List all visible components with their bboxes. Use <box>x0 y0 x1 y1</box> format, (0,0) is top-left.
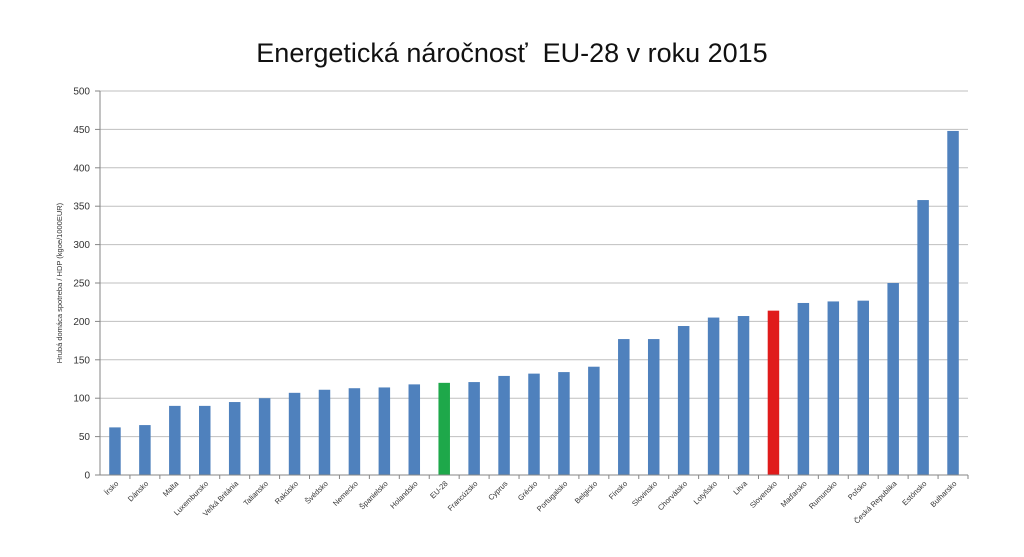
y-tick-label: 400 <box>73 163 90 174</box>
x-tick-label: Rumunsko <box>807 479 839 511</box>
bar <box>288 392 301 475</box>
y-tick-label: 350 <box>73 202 90 213</box>
bar <box>139 425 151 475</box>
bar <box>468 382 480 475</box>
bar <box>408 384 421 475</box>
x-tick-label: Taliansko <box>242 479 270 507</box>
y-tick-label: 450 <box>73 125 90 136</box>
bar <box>827 301 840 475</box>
bar <box>258 398 271 475</box>
bar <box>857 300 869 475</box>
y-tick-label: 150 <box>73 355 90 366</box>
bar <box>348 388 361 475</box>
bar <box>647 339 660 475</box>
x-tick-label: Francúzsko <box>446 479 480 513</box>
bar <box>199 405 211 475</box>
x-tick-label: Španielsko <box>357 479 389 511</box>
bars <box>109 130 959 475</box>
y-tick-labels: 0 50 100 150 200 250 300 350 400 450 500 <box>73 87 90 482</box>
x-tick-label: Grécko <box>516 479 539 502</box>
axes <box>95 90 969 479</box>
y-tick-label: 500 <box>73 87 90 98</box>
x-tick-label: Slovinsko <box>630 479 659 508</box>
chart-title: Energetická náročnosť EU-28 v roku 2015 <box>256 38 768 68</box>
x-tick-label: Írsko <box>103 479 121 497</box>
bar <box>737 316 750 475</box>
bar <box>498 375 510 475</box>
x-tick-label: Holandsko <box>388 479 419 510</box>
x-tick-label: Malta <box>161 478 181 498</box>
y-tick-label: 0 <box>84 471 90 482</box>
bar <box>378 387 391 475</box>
bar <box>558 372 570 475</box>
x-tick-label: Estónsko <box>900 479 928 507</box>
bar <box>677 326 690 475</box>
x-tick-label: Portugalsko <box>535 479 569 513</box>
x-tick-label: Maďarsko <box>779 479 809 509</box>
y-tick-label: 250 <box>73 279 90 290</box>
bar <box>917 200 929 475</box>
x-tick-label: Rakúsko <box>273 479 300 506</box>
bar <box>169 405 181 475</box>
bar <box>109 427 121 475</box>
x-tick-label: Chorvátsko <box>656 479 689 512</box>
bar <box>528 373 540 475</box>
y-tick-label: 200 <box>73 317 90 328</box>
x-tick-label: EU-28 <box>428 479 449 500</box>
bar <box>767 310 780 475</box>
bar <box>887 283 899 475</box>
x-tick-label: Dánsko <box>126 479 150 503</box>
bar <box>618 339 630 475</box>
x-tick-label: Litva <box>731 478 749 496</box>
x-tick-label: Lotyšsko <box>692 479 719 506</box>
bar <box>588 366 600 475</box>
x-tick-label: Belgicko <box>573 479 599 505</box>
bar <box>947 130 959 475</box>
x-tick-label: Cyprus <box>486 479 509 502</box>
bar <box>438 382 450 475</box>
y-tick-label: 100 <box>73 394 90 405</box>
bar <box>707 317 720 475</box>
x-tick-label: Slovensko <box>748 479 779 510</box>
x-tick-label: Fínsko <box>607 479 629 501</box>
bar <box>797 302 810 475</box>
x-tick-label: Švédsko <box>303 479 330 506</box>
y-tick-label: 50 <box>79 432 91 443</box>
x-tick-label: Bulharsko <box>928 479 958 509</box>
x-tick-label: Poľsko <box>846 479 869 502</box>
bar <box>228 402 241 475</box>
y-tick-label: 300 <box>73 240 90 251</box>
bar <box>318 389 331 475</box>
x-tick-label: Nemecko <box>331 479 360 508</box>
y-axis-label: Hrubá domáca spotreba / HDP (kgoe/1000EU… <box>55 202 64 363</box>
